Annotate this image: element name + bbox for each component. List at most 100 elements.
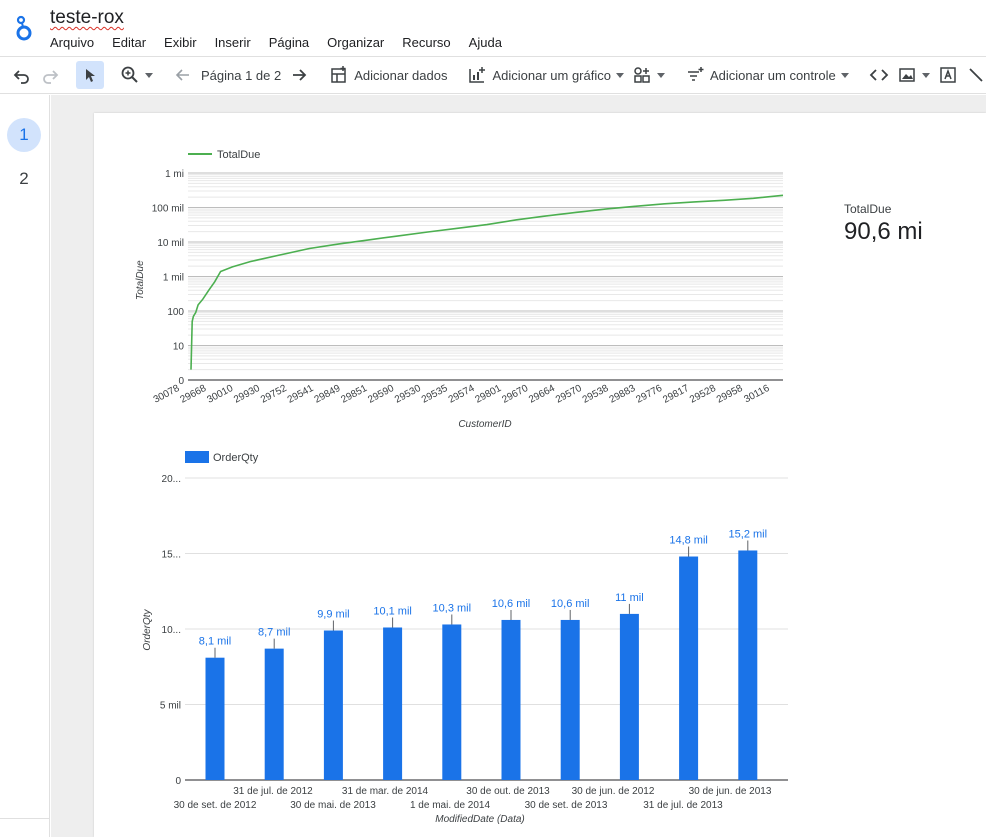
bar-chart-x-axis-ticks: 31 de jul. de 2012 31 de mar. de 2014 30 d…	[174, 786, 772, 811]
data-label: 10,1 mil	[373, 605, 412, 617]
add-control-button[interactable]: Adicionar um controle	[681, 61, 853, 89]
page-thumb-2[interactable]: 2	[19, 169, 29, 188]
data-label: 8,7 mil	[258, 627, 290, 639]
menu-arquivo[interactable]: Arquivo	[50, 35, 95, 50]
data-label: 11 mil	[615, 592, 644, 604]
x-tick-label: 31 de mar. de 2014	[342, 786, 429, 797]
menu-organizar[interactable]: Organizar	[327, 35, 385, 50]
bar[interactable]	[383, 627, 403, 780]
menu-recurso[interactable]: Recurso	[402, 35, 451, 50]
data-label: 10,6 mil	[492, 598, 531, 610]
image-icon	[898, 68, 915, 82]
bar[interactable]	[205, 657, 225, 780]
chevron-down-icon	[615, 72, 624, 78]
line-chart-gridlines	[188, 172, 783, 381]
x-tick-label: 29590	[366, 383, 396, 406]
chevron-down-icon	[656, 72, 665, 78]
line-chart-x-axis-ticks: 3007829668300102993029752295412984929851…	[152, 383, 772, 406]
bar[interactable]	[501, 619, 521, 780]
insert-text-button[interactable]	[934, 61, 962, 89]
line-chart-totaldue[interactable]: TotalDue 0 10 100 1 mil 10 mil 100 mil 1 mi 30…	[130, 140, 800, 435]
line-chart-y-axis-label: TotalDue	[135, 260, 146, 300]
line-chart-y-axis-ticks: 0 10 100 1 mil 10 mil 100 mil 1 mi	[152, 169, 185, 387]
y-tick-label: 1 mi	[165, 169, 184, 180]
page-navigation-panel: 1 2	[0, 95, 50, 837]
x-tick-label: 1 de mai. de 2014	[410, 800, 490, 811]
arrow-right-icon	[293, 69, 307, 81]
select-tool-button[interactable]	[76, 61, 104, 89]
add-chart-button[interactable]: Adicionar um gráfico	[463, 61, 628, 89]
x-tick-label: 31 de jul. de 2012	[233, 786, 313, 797]
x-tick-label: 29849	[313, 383, 343, 406]
x-tick-label: 29538	[581, 383, 611, 406]
bar[interactable]	[679, 556, 699, 780]
zoom-in-icon	[121, 66, 138, 83]
y-tick-label: 20...	[162, 474, 181, 485]
bar[interactable]	[738, 550, 758, 780]
cursor-arrow-icon	[86, 69, 95, 82]
previous-page-button[interactable]	[169, 61, 197, 89]
add-data-label: Adicionar dados	[354, 67, 448, 83]
zoom-button[interactable]	[116, 61, 157, 89]
chevron-down-icon	[921, 72, 930, 78]
x-tick-label: 29574	[447, 383, 477, 406]
bar-chart-y-axis-ticks: 0 5 mil 10... 15... 20...	[160, 474, 182, 787]
scorecard-value: 90,6 mi	[844, 218, 923, 245]
text-box-icon	[939, 67, 956, 83]
x-tick-label: 30 de jun. de 2012	[572, 786, 655, 797]
legend-label-totaldue: TotalDue	[217, 149, 260, 161]
menu-ajuda[interactable]: Ajuda	[468, 35, 502, 50]
report-page	[94, 113, 986, 837]
y-tick-label: 10 mil	[157, 238, 184, 249]
add-data-button[interactable]: Adicionar dados	[325, 61, 451, 89]
bar[interactable]	[442, 624, 462, 780]
x-tick-label: 29535	[420, 383, 450, 406]
y-tick-label: 5 mil	[160, 701, 181, 712]
undo-button[interactable]	[8, 61, 36, 89]
components-icon	[634, 67, 650, 83]
x-tick-label: 29851	[339, 383, 369, 406]
x-tick-label: 30 de set. de 2012	[174, 800, 257, 811]
y-tick-label: 1 mil	[163, 273, 184, 284]
x-tick-label: 29801	[474, 383, 504, 406]
menu-inserir[interactable]: Inserir	[214, 35, 251, 50]
bar[interactable]	[264, 648, 284, 780]
y-tick-label: 100 mil	[152, 204, 184, 215]
x-tick-label: 29776	[634, 383, 664, 406]
line-series-totaldue[interactable]	[190, 194, 784, 370]
menu-editar[interactable]: Editar	[112, 35, 147, 50]
menu-exibir[interactable]: Exibir	[164, 35, 197, 50]
looker-studio-logo-icon[interactable]	[12, 14, 36, 42]
redo-icon	[43, 70, 59, 84]
legend-swatch-orderqty	[185, 451, 209, 463]
insert-image-button[interactable]	[893, 61, 934, 89]
x-tick-label: 30010	[205, 383, 235, 406]
chevron-down-icon	[840, 72, 849, 78]
bar[interactable]	[619, 613, 639, 780]
data-label: 10,6 mil	[551, 598, 590, 610]
x-tick-label: 30 de out. de 2013	[466, 786, 550, 797]
redo-button[interactable]	[36, 61, 64, 89]
add-control-label: Adicionar um controle	[709, 67, 836, 83]
x-tick-label: 29817	[661, 383, 691, 406]
x-tick-label: 29958	[715, 383, 745, 406]
scorecard-totaldue[interactable]: TotalDue 90,6 mi	[844, 202, 923, 246]
next-page-button[interactable]	[285, 61, 313, 89]
menu-pagina[interactable]: Página	[268, 35, 310, 50]
bar[interactable]	[323, 630, 343, 780]
x-tick-label: 29570	[554, 383, 584, 406]
community-visualizations-button[interactable]	[628, 61, 669, 89]
embed-url-button[interactable]	[865, 61, 893, 89]
bar[interactable]	[560, 619, 580, 780]
panel-divider	[0, 818, 50, 819]
page-thumb-1[interactable]: 1	[7, 118, 41, 152]
add-data-icon	[331, 66, 346, 83]
x-tick-label: 29664	[527, 383, 557, 406]
y-tick-label: 10	[173, 342, 185, 353]
document-title[interactable]: teste-rox	[50, 7, 124, 28]
x-tick-label: 29883	[608, 383, 638, 406]
insert-line-button[interactable]	[962, 61, 986, 89]
data-label: 10,3 mil	[433, 602, 472, 614]
add-chart-label: Adicionar um gráfico	[492, 67, 611, 83]
